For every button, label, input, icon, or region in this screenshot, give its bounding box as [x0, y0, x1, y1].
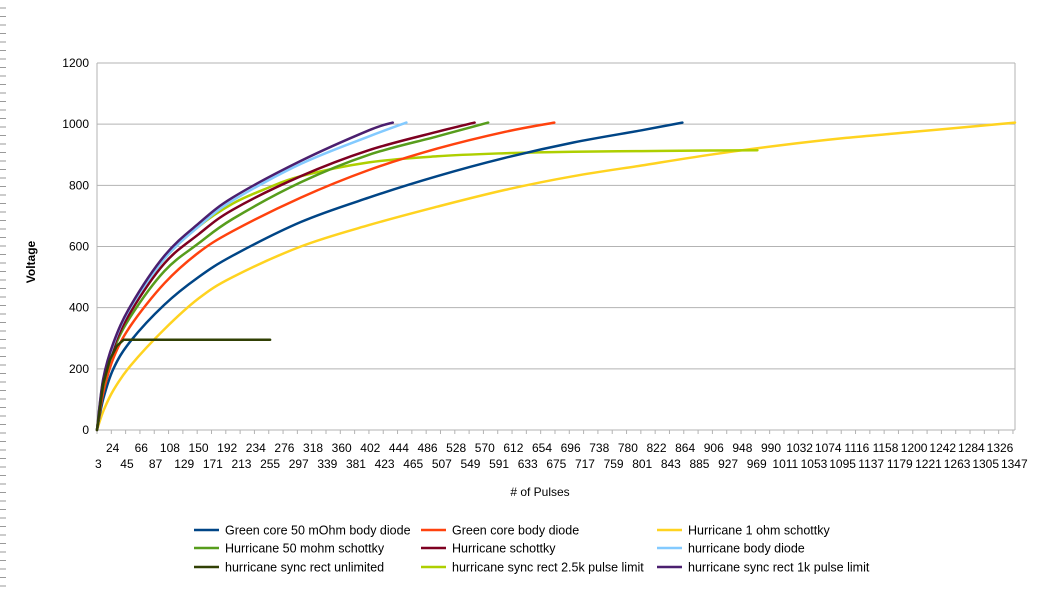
x-tick-label: 885	[689, 457, 709, 471]
x-tick-label: 591	[489, 457, 509, 471]
legend: Green core 50 mOhm body diode Green core …	[194, 524, 870, 575]
x-tick-label: 402	[360, 441, 380, 455]
series-line	[95, 121, 684, 432]
y-tick-label: 0	[82, 423, 89, 437]
x-tick-label: 1326	[987, 441, 1014, 455]
x-tick-label: 192	[217, 441, 237, 455]
x-tick-label: 297	[289, 457, 309, 471]
x-tick-label: 45	[120, 457, 134, 471]
legend-label: Hurricane 50 mohm schottky	[225, 542, 385, 556]
x-tick-label: 948	[732, 441, 752, 455]
x-tick-label: 1347	[1001, 457, 1028, 471]
x-tick-label: 570	[475, 441, 495, 455]
x-tick-label: 1305	[972, 457, 999, 471]
x-tick-label: 822	[647, 441, 667, 455]
x-tick-label: 990	[761, 441, 781, 455]
x-tick-label: 66	[135, 441, 149, 455]
x-tick-label: 444	[389, 441, 409, 455]
x-tick-label: 255	[260, 457, 280, 471]
x-tick-label: 1074	[815, 441, 842, 455]
x-tick-label: 801	[632, 457, 652, 471]
x-tick-label: 150	[189, 441, 209, 455]
x-tick-label: 339	[317, 457, 337, 471]
x-tick-label: 1179	[887, 457, 913, 471]
left-ruler	[0, 7, 6, 587]
x-tick-label: 696	[561, 441, 581, 455]
x-tick-label: 1053	[801, 457, 828, 471]
x-tick-label: 108	[160, 441, 180, 455]
x-tick-label: 465	[403, 457, 423, 471]
x-tick-label: 276	[274, 441, 294, 455]
x-tick-label: 906	[704, 441, 724, 455]
y-axis-ticks: 0 200 400 600 800 1000 1200	[62, 56, 89, 437]
x-tick-label: 654	[532, 441, 552, 455]
x-tick-label: 24	[106, 441, 120, 455]
x-tick-label: 1011	[772, 457, 798, 471]
x-tick-label: 423	[375, 457, 395, 471]
x-tick-label: 1095	[829, 457, 856, 471]
x-tick-label: 486	[418, 441, 438, 455]
legend-label: hurricane sync rect 1k pulse limit	[688, 561, 870, 575]
x-tick-label: 318	[303, 441, 323, 455]
x-tick-label: 1116	[844, 441, 869, 455]
x-tick-label: 633	[518, 457, 538, 471]
series-line	[95, 121, 395, 432]
x-tick-label: 3	[95, 457, 102, 471]
y-tick-label: 200	[69, 362, 89, 376]
x-tick-label: 1263	[944, 457, 971, 471]
legend-label: Green core 50 mOhm body diode	[225, 524, 411, 538]
legend-label: hurricane sync rect 2.5k pulse limit	[452, 561, 644, 575]
x-tick-label: 843	[661, 457, 681, 471]
x-tick-label: 528	[446, 441, 466, 455]
x-tick-label: 381	[346, 457, 366, 471]
x-tick-label: 549	[460, 457, 480, 471]
x-tick-label: 759	[604, 457, 624, 471]
legend-label: Green core body diode	[452, 524, 579, 538]
x-tick-label: 507	[432, 457, 452, 471]
x-axis-title: # of Pulses	[510, 485, 569, 499]
axes	[96, 63, 1016, 431]
y-tick-label: 400	[69, 301, 89, 315]
series-line	[95, 121, 556, 432]
x-tick-label: 129	[174, 457, 194, 471]
legend-label: hurricane body diode	[688, 542, 805, 556]
x-tick-label: 1200	[901, 441, 928, 455]
x-tick-label: 1137	[858, 457, 884, 471]
y-tick-label: 800	[69, 178, 89, 192]
x-tick-label: 1242	[929, 441, 956, 455]
x-tick-label: 927	[718, 457, 738, 471]
x-tick-label: 171	[203, 457, 223, 471]
legend-label: Hurricane schottky	[452, 542, 556, 556]
x-tick-label: 213	[231, 457, 251, 471]
x-tick-label: 675	[546, 457, 566, 471]
x-tick-label: 864	[675, 441, 695, 455]
y-tick-label: 1000	[62, 117, 89, 131]
x-tick-label: 360	[332, 441, 352, 455]
legend-label: hurricane sync rect unlimited	[225, 561, 384, 575]
x-tick-label: 780	[618, 441, 638, 455]
x-axis-ticks: 24 66 108 150 192 234 276 318 360 402 444 486 528 570…	[95, 430, 1028, 471]
x-tick-label: 87	[149, 457, 163, 471]
x-tick-label: 969	[747, 457, 767, 471]
legend-label: Hurricane 1 ohm schottky	[688, 524, 830, 538]
series-lines	[95, 121, 1017, 432]
y-axis-title: Voltage	[24, 240, 38, 283]
x-tick-label: 717	[575, 457, 595, 471]
series-line	[95, 121, 1017, 432]
y-tick-label: 600	[69, 240, 89, 254]
x-tick-label: 1158	[873, 441, 899, 455]
x-tick-label: 612	[503, 441, 523, 455]
x-tick-label: 1221	[915, 457, 942, 471]
series-line	[95, 338, 272, 432]
x-tick-label: 234	[246, 441, 266, 455]
x-tick-label: 1032	[786, 441, 813, 455]
y-tick-label: 1200	[62, 56, 89, 70]
x-tick-label: 738	[589, 441, 609, 455]
x-tick-label: 1284	[958, 441, 985, 455]
